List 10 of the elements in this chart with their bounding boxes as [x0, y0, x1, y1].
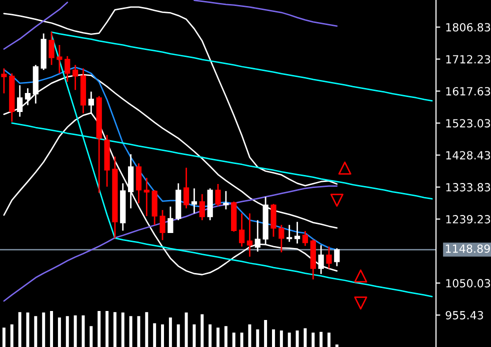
y-tick-label: 1523.03 — [446, 119, 490, 128]
y-tick-label: 1050.03 — [446, 279, 490, 288]
y-tick-label: 1333.83 — [446, 183, 490, 192]
ref-line-label: 1148.89 — [446, 244, 490, 253]
y-tick-label: 1617.63 — [446, 87, 490, 96]
y-tick-label: 1806.83 — [446, 23, 490, 32]
y-tick-label: 1239.23 — [446, 215, 490, 224]
y-tick-label: 955.43 — [446, 311, 484, 320]
y-tick-label: 1428.43 — [446, 151, 490, 160]
y-tick-label: 1712.23 — [446, 55, 490, 64]
